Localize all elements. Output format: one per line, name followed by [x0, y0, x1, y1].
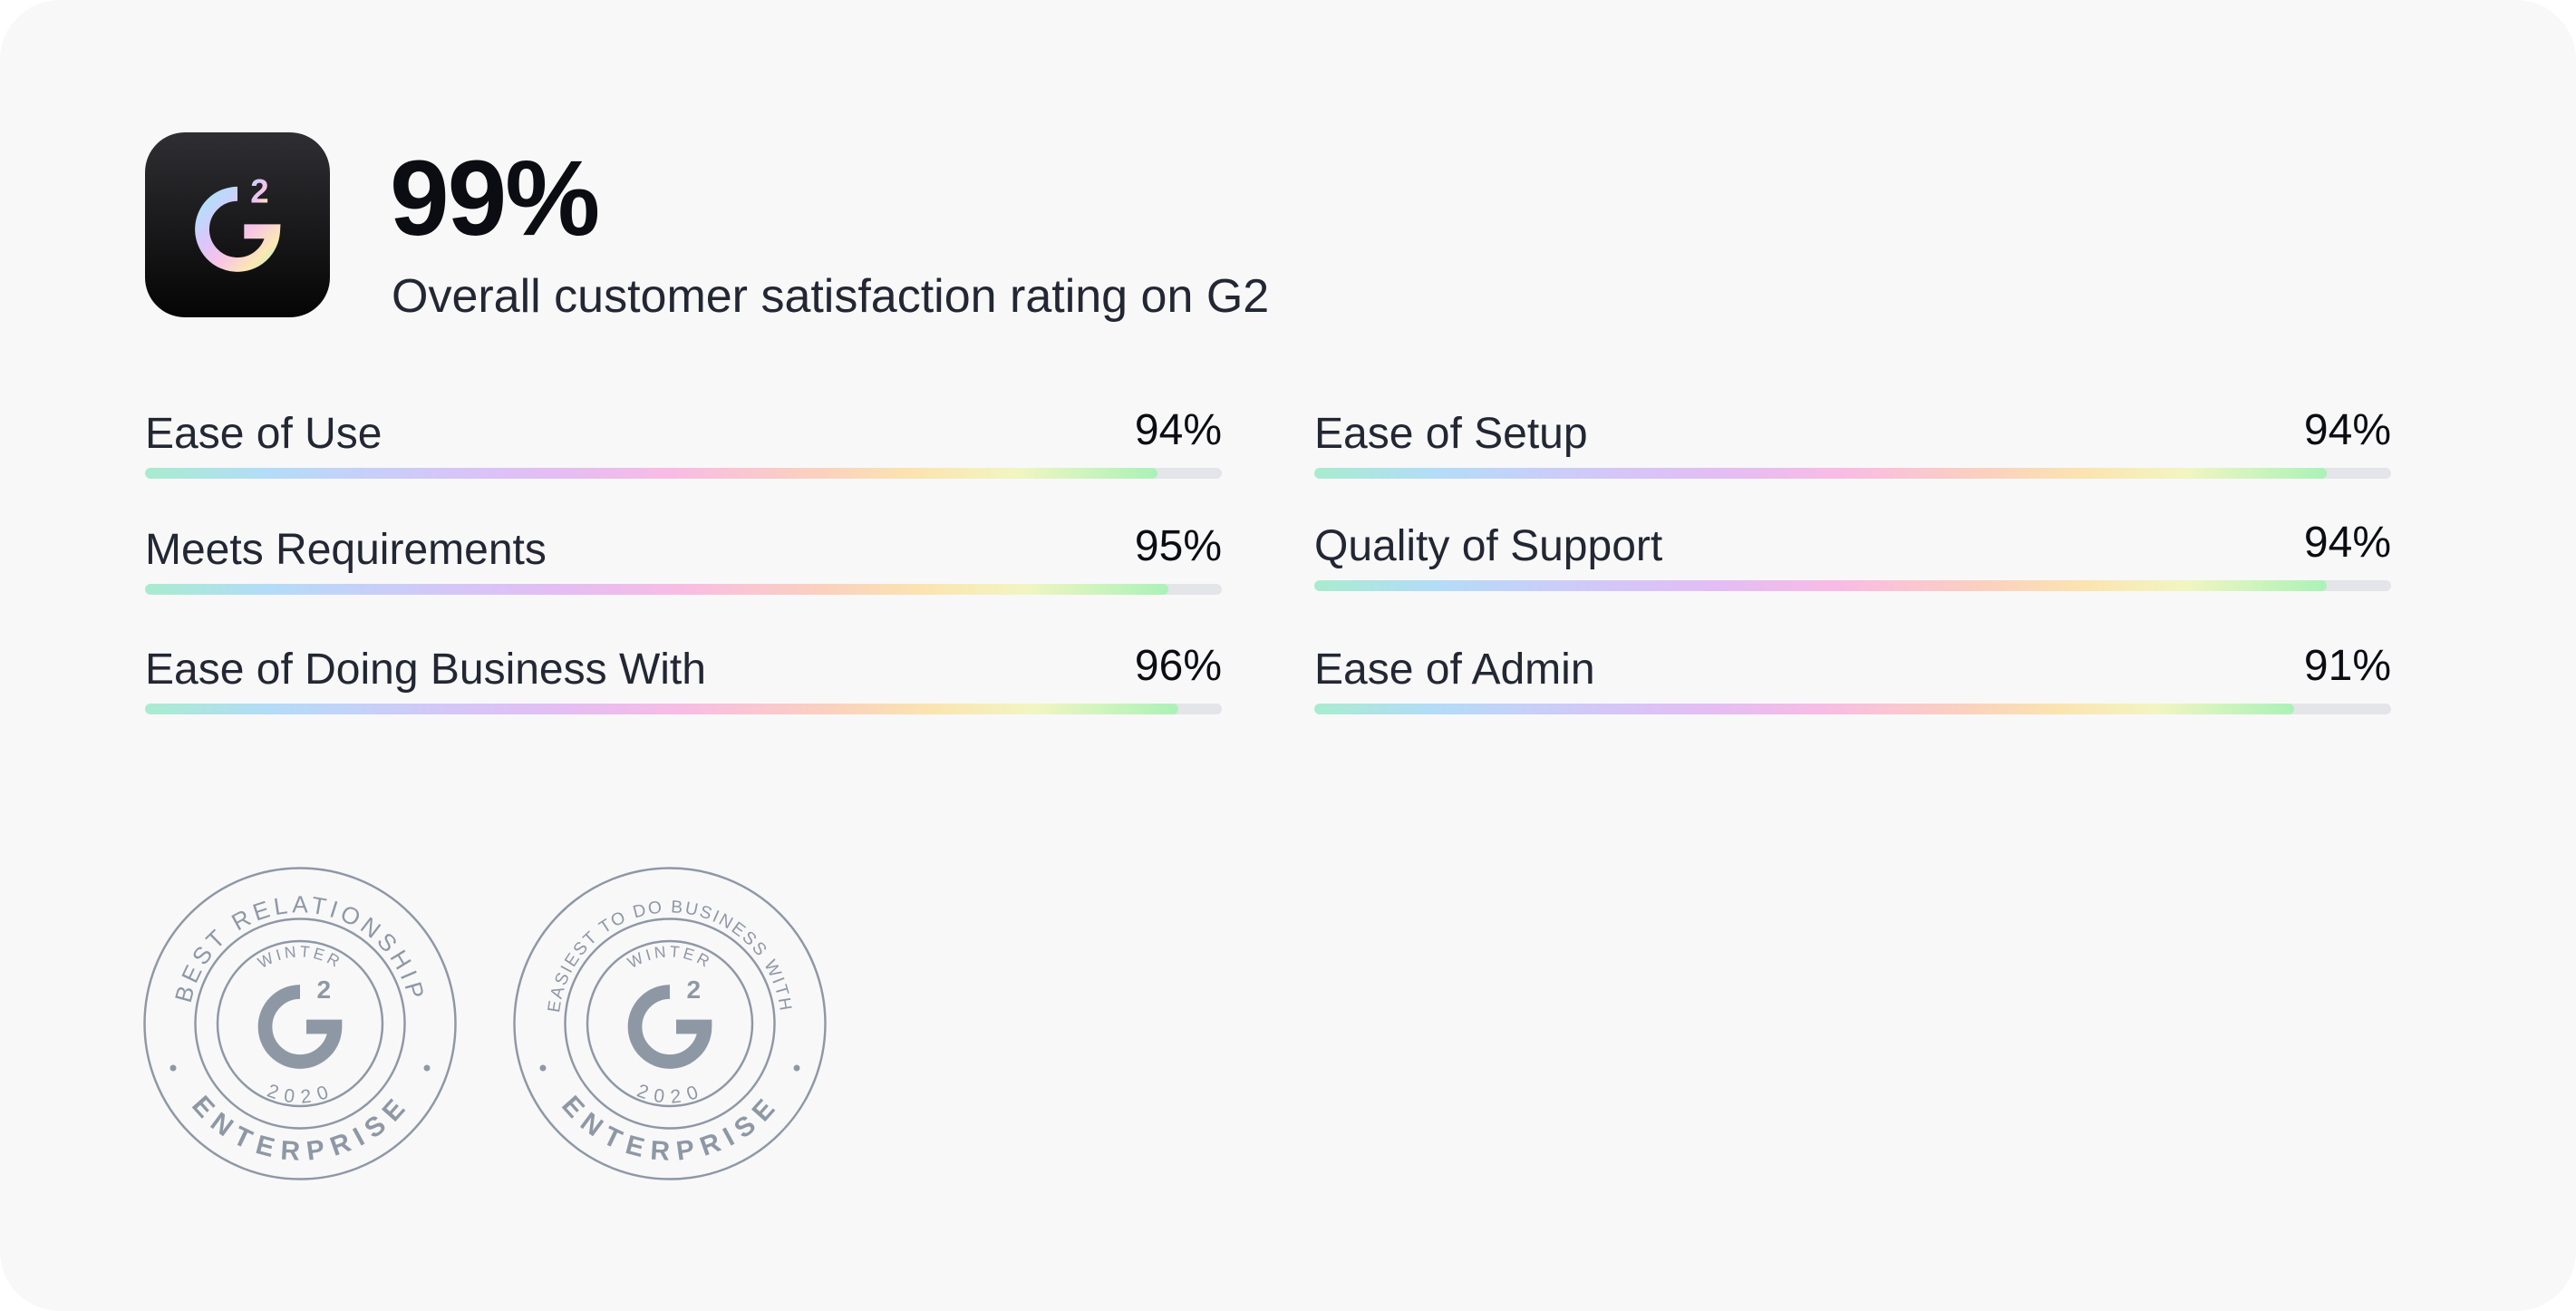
svg-text:2: 2	[686, 976, 701, 1004]
metric-value: 94%	[2303, 519, 2391, 567]
metric-progress-track	[1314, 468, 2391, 479]
metric-value: 95%	[1134, 522, 1222, 570]
metric-progress-track	[145, 468, 1222, 479]
svg-text:2: 2	[250, 173, 268, 210]
metric-label: Quality of Support	[1314, 522, 1663, 570]
metric-progress-fill	[1314, 580, 2327, 591]
g2-award-badge-icon: BEST RELATIONSHIP ENTERPRISE WINTER 2020…	[143, 867, 457, 1180]
badge-year-text: 2020	[634, 1081, 702, 1108]
svg-text:2020: 2020	[634, 1081, 706, 1108]
metric-value: 96%	[1134, 642, 1222, 690]
metric-progress-fill	[1314, 468, 2327, 479]
metric-label: Ease of Doing Business With	[145, 646, 706, 694]
metric-value: 94%	[2303, 406, 2391, 454]
overall-rating: 99%	[390, 139, 600, 258]
metric-ease-of-admin: Ease of Admin 91%	[1314, 635, 2391, 725]
badge-best-relationship: BEST RELATIONSHIP ENTERPRISE WINTER 2020…	[141, 865, 459, 1182]
metric-value: 94%	[1134, 406, 1222, 454]
metric-progress-fill	[145, 704, 1179, 714]
metric-progress-fill	[145, 468, 1157, 479]
badge-easiest-to-do-business: EASIEST TO DO BUSINESS WITH ENTERPRISE W…	[511, 865, 828, 1182]
metric-ease-of-setup: Ease of Setup 94%	[1314, 399, 2391, 490]
g2-logo-icon: 2	[145, 132, 330, 317]
g2-logo-mark: 2	[195, 173, 281, 272]
g2-award-badge-icon: EASIEST TO DO BUSINESS WITH ENTERPRISE W…	[513, 867, 827, 1180]
metric-quality-of-support: Quality of Support 94%	[1314, 511, 2391, 602]
metric-label: Ease of Use	[145, 410, 383, 458]
metric-ease-of-use: Ease of Use 94%	[145, 399, 1222, 490]
metric-progress-track	[1314, 580, 2391, 591]
metric-meets-requirements: Meets Requirements 95%	[145, 515, 1222, 606]
metrics-grid: Ease of Use 94% Ease of Setup 94% Meets …	[145, 399, 2391, 725]
metric-progress-track	[1314, 704, 2391, 714]
rating-subtitle: Overall customer satisfaction rating on …	[392, 270, 1270, 323]
metric-label: Ease of Admin	[1314, 646, 1595, 694]
svg-text:2: 2	[316, 976, 331, 1004]
metric-progress-fill	[145, 584, 1168, 595]
metric-label: Ease of Setup	[1314, 410, 1588, 458]
metric-ease-of-doing-business: Ease of Doing Business With 96%	[145, 635, 1222, 725]
metric-value: 91%	[2303, 642, 2391, 690]
metric-progress-track	[145, 584, 1222, 595]
metric-label: Meets Requirements	[145, 526, 547, 574]
badge-year-text: 2020	[265, 1081, 332, 1108]
metric-progress-fill	[1314, 704, 2295, 714]
metric-progress-track	[145, 704, 1222, 714]
svg-text:2020: 2020	[265, 1081, 336, 1108]
